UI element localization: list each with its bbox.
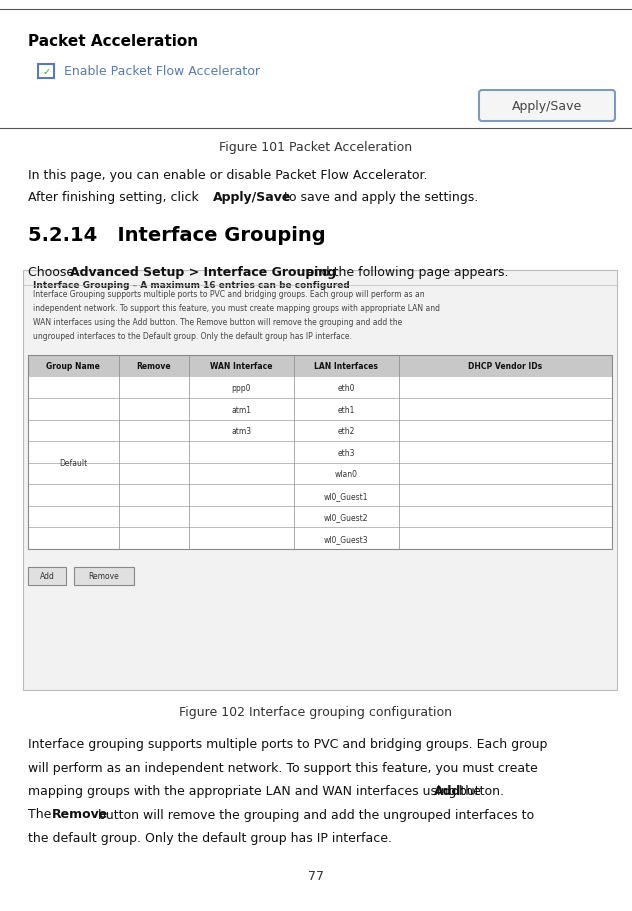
- FancyBboxPatch shape: [479, 91, 615, 122]
- Bar: [28, 568, 66, 586]
- Text: wl0_Guest2: wl0_Guest2: [324, 513, 368, 522]
- Text: Default: Default: [59, 459, 87, 468]
- Text: ppp0: ppp0: [231, 384, 251, 393]
- Text: DHCP Vendor IDs: DHCP Vendor IDs: [468, 362, 542, 371]
- Bar: [23, 271, 617, 691]
- Text: Advanced Setup > Interface Grouping: Advanced Setup > Interface Grouping: [70, 266, 336, 279]
- Text: Remove: Remove: [52, 808, 108, 821]
- Text: mapping groups with the appropriate LAN and WAN interfaces using the: mapping groups with the appropriate LAN …: [28, 784, 485, 797]
- Text: Packet Acceleration: Packet Acceleration: [28, 34, 198, 49]
- Text: Add: Add: [40, 572, 54, 581]
- Text: Figure 101 Packet Acceleration: Figure 101 Packet Acceleration: [219, 141, 413, 154]
- Text: eth1: eth1: [337, 405, 355, 415]
- Text: Figure 102 Interface grouping configuration: Figure 102 Interface grouping configurat…: [179, 705, 453, 718]
- Text: eth2: eth2: [337, 426, 355, 435]
- Bar: [28, 377, 612, 399]
- Text: 77: 77: [308, 869, 324, 883]
- Text: Apply/Save: Apply/Save: [512, 100, 582, 113]
- Bar: [28, 507, 612, 527]
- Text: eth3: eth3: [337, 448, 355, 457]
- Text: Interface grouping supports multiple ports to PVC and bridging groups. Each grou: Interface grouping supports multiple por…: [28, 737, 547, 750]
- Text: After finishing setting, click: After finishing setting, click: [28, 190, 203, 204]
- Text: and the following page appears.: and the following page appears.: [302, 266, 509, 279]
- Text: WAN Interface: WAN Interface: [210, 362, 272, 371]
- Text: will perform as an independent network. To support this feature, you must create: will perform as an independent network. …: [28, 761, 538, 773]
- Text: The: The: [28, 808, 56, 821]
- Text: eth0: eth0: [337, 384, 355, 393]
- Text: Enable Packet Flow Accelerator: Enable Packet Flow Accelerator: [64, 66, 260, 78]
- Bar: [28, 355, 612, 549]
- Text: Add: Add: [434, 784, 461, 797]
- Text: 5.2.14   Interface Grouping: 5.2.14 Interface Grouping: [28, 226, 325, 245]
- Text: Interface Grouping supports multiple ports to PVC and bridging groups. Each grou: Interface Grouping supports multiple por…: [33, 290, 425, 299]
- Text: atm1: atm1: [231, 405, 251, 415]
- Text: In this page, you can enable or disable Packet Flow Accelerator.: In this page, you can enable or disable …: [28, 169, 427, 182]
- Text: LAN Interfaces: LAN Interfaces: [314, 362, 378, 371]
- Text: button.: button.: [454, 784, 504, 797]
- Bar: [28, 464, 612, 485]
- Bar: [28, 442, 612, 464]
- Text: ✓: ✓: [42, 67, 51, 77]
- Text: atm3: atm3: [231, 426, 252, 435]
- Bar: [28, 527, 612, 549]
- Bar: [38, 65, 54, 79]
- Text: to save and apply the settings.: to save and apply the settings.: [281, 190, 478, 204]
- Bar: [74, 568, 134, 586]
- Text: Remove: Remove: [137, 362, 171, 371]
- Text: wlan0: wlan0: [335, 470, 358, 478]
- Text: wl0_Guest1: wl0_Guest1: [324, 491, 368, 500]
- Text: Interface Grouping – A maximum 16 entries can be configured: Interface Grouping – A maximum 16 entrie…: [33, 281, 349, 290]
- Text: button will remove the grouping and add the ungrouped interfaces to: button will remove the grouping and add …: [94, 808, 533, 821]
- Text: Choose: Choose: [28, 266, 78, 279]
- Bar: [28, 421, 612, 442]
- Text: WAN interfaces using the Add button. The Remove button will remove the grouping : WAN interfaces using the Add button. The…: [33, 318, 402, 327]
- Text: the default group. Only the default group has IP interface.: the default group. Only the default grou…: [28, 831, 392, 844]
- Text: wl0_Guest3: wl0_Guest3: [324, 534, 368, 543]
- Text: independent network. To support this feature, you must create mapping groups wit: independent network. To support this fea…: [33, 303, 440, 312]
- Text: ungrouped interfaces to the Default group. Only the default group has IP interfa: ungrouped interfaces to the Default grou…: [33, 332, 352, 341]
- Bar: [28, 399, 612, 421]
- Text: Apply/Save: Apply/Save: [212, 190, 291, 204]
- Text: Group Name: Group Name: [46, 362, 100, 371]
- Bar: [28, 355, 612, 377]
- Text: Remove: Remove: [88, 572, 119, 581]
- Bar: [28, 485, 612, 507]
